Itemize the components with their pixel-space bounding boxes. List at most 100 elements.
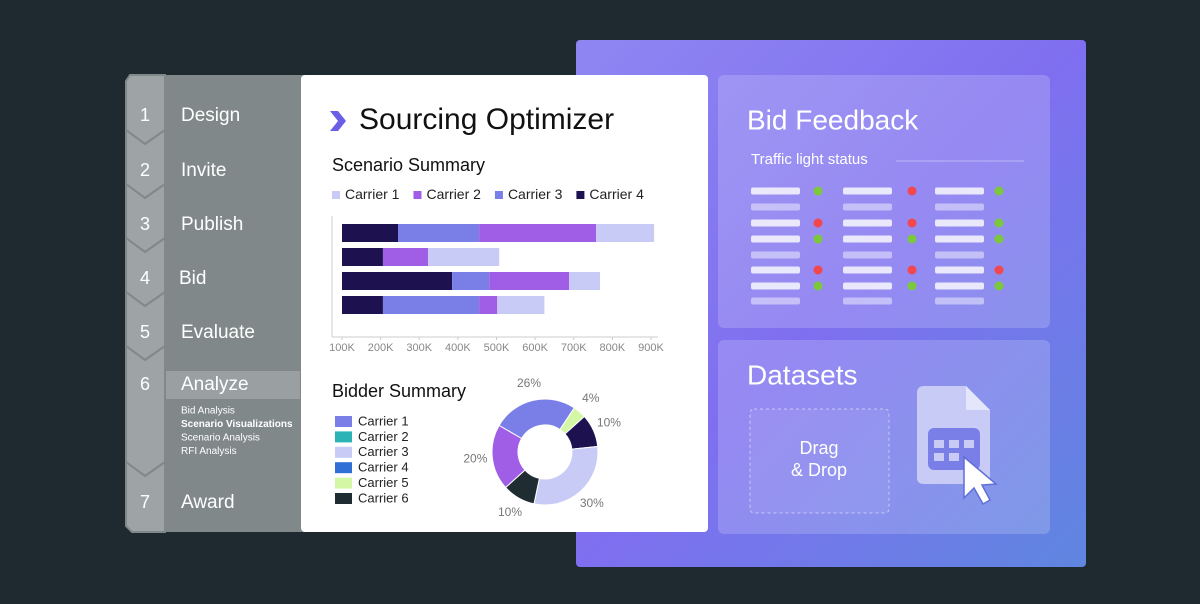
placeholder-bar xyxy=(751,203,800,211)
placeholder-bar xyxy=(935,266,984,274)
drop-zone[interactable] xyxy=(749,408,890,514)
legend-swatch xyxy=(413,191,422,199)
datasets-title: Datasets xyxy=(747,359,858,390)
status-dot xyxy=(994,234,1004,244)
bid-feedback-title: Bid Feedback xyxy=(747,104,919,135)
bar-segment xyxy=(489,272,570,290)
bidder-title: Bidder Summary xyxy=(332,381,466,401)
status-dot xyxy=(907,265,917,275)
status-dot xyxy=(813,218,823,228)
placeholder-bar xyxy=(935,235,984,243)
status-dot xyxy=(994,186,1004,196)
bar-segment xyxy=(479,224,597,242)
step-label: Bid xyxy=(179,268,206,289)
chevron-icon xyxy=(330,111,346,131)
step-chevron xyxy=(125,344,166,478)
step-label: Invite xyxy=(181,160,226,181)
bar-segment xyxy=(342,296,383,314)
sidebar xyxy=(126,75,316,532)
step-number: 1 xyxy=(140,105,150,125)
status-dot xyxy=(994,218,1004,228)
step-label: Analyze xyxy=(181,374,249,395)
sub-item: Scenario Analysis xyxy=(181,433,260,444)
scenario-title: Scenario Summary xyxy=(332,155,485,175)
bar-segment xyxy=(497,296,545,314)
placeholder-bar xyxy=(751,282,800,290)
step-number: 7 xyxy=(140,492,150,512)
x-tick-label: 600K xyxy=(522,342,548,354)
bar-segment xyxy=(452,272,490,290)
step-number: 4 xyxy=(140,268,150,288)
drop-text: & Drop xyxy=(791,460,847,480)
bar-segment xyxy=(382,296,480,314)
bar-segment xyxy=(342,272,453,290)
legend-label: Carrier 3 xyxy=(508,186,563,202)
bar-segment xyxy=(342,248,383,266)
bar-segment xyxy=(342,224,399,242)
status-dot xyxy=(813,186,823,196)
main-title: Sourcing Optimizer xyxy=(359,103,614,136)
status-dot xyxy=(907,281,917,291)
placeholder-bar xyxy=(843,297,892,305)
drop-text: Drag xyxy=(799,438,838,458)
legend-swatch xyxy=(494,191,503,199)
legend-label: Carrier 1 xyxy=(345,186,400,202)
bar-segment xyxy=(382,248,429,266)
file-icon xyxy=(917,386,998,506)
placeholder-bar xyxy=(843,251,892,259)
legend-label: Carrier 4 xyxy=(589,186,644,202)
legend-swatch xyxy=(335,493,352,504)
status-dot xyxy=(813,265,823,275)
x-tick-label: 700K xyxy=(561,342,587,354)
step-label: Publish xyxy=(181,214,243,235)
status-dot xyxy=(994,281,1004,291)
donut-slice xyxy=(533,445,599,506)
x-tick-label: 800K xyxy=(600,342,626,354)
placeholder-bar xyxy=(935,187,984,195)
placeholder-bar xyxy=(843,266,892,274)
status-dot xyxy=(994,265,1004,275)
slice-label: 10% xyxy=(498,505,522,519)
placeholder-bar xyxy=(935,251,984,259)
legend-swatch xyxy=(332,191,340,199)
x-tick-label: 200K xyxy=(368,342,394,354)
donut-slice xyxy=(491,424,526,489)
placeholder-bar xyxy=(843,282,892,290)
step-number: 6 xyxy=(140,374,150,394)
legend-label: Carrier 2 xyxy=(358,429,409,444)
sub-item: Bid Analysis xyxy=(181,406,235,417)
sub-item: RFI Analysis xyxy=(181,446,237,457)
placeholder-bar xyxy=(843,203,892,211)
legend-label: Carrier 4 xyxy=(358,460,409,475)
placeholder-bar xyxy=(751,219,800,227)
status-dot xyxy=(907,234,917,244)
placeholder-bar xyxy=(935,203,984,211)
step-number: 3 xyxy=(140,214,150,234)
step-chevron xyxy=(125,460,166,533)
slice-label: 4% xyxy=(582,391,600,405)
x-tick-label: 300K xyxy=(406,342,432,354)
placeholder-bar xyxy=(843,219,892,227)
step-label: Award xyxy=(181,492,235,513)
placeholder-bar xyxy=(843,235,892,243)
bar-segment xyxy=(428,248,500,266)
placeholder-bar xyxy=(751,251,800,259)
status-dot xyxy=(813,234,823,244)
placeholder-bar xyxy=(751,266,800,274)
bar-segment xyxy=(569,272,601,290)
x-tick-label: 900K xyxy=(638,342,664,354)
bid-feedback-card xyxy=(718,75,1050,328)
slice-label: 10% xyxy=(597,416,621,430)
legend-swatch xyxy=(335,462,352,474)
legend-swatch xyxy=(335,431,352,443)
placeholder-bar xyxy=(751,235,800,243)
placeholder-bar xyxy=(843,187,892,195)
legend-label: Carrier 2 xyxy=(426,186,481,202)
step-label: Design xyxy=(181,105,240,126)
slice-label: 30% xyxy=(580,496,604,510)
placeholder-bar xyxy=(935,219,984,227)
bar-segment xyxy=(596,224,655,242)
bar-segment xyxy=(479,296,498,314)
slice-label: 26% xyxy=(517,376,541,390)
